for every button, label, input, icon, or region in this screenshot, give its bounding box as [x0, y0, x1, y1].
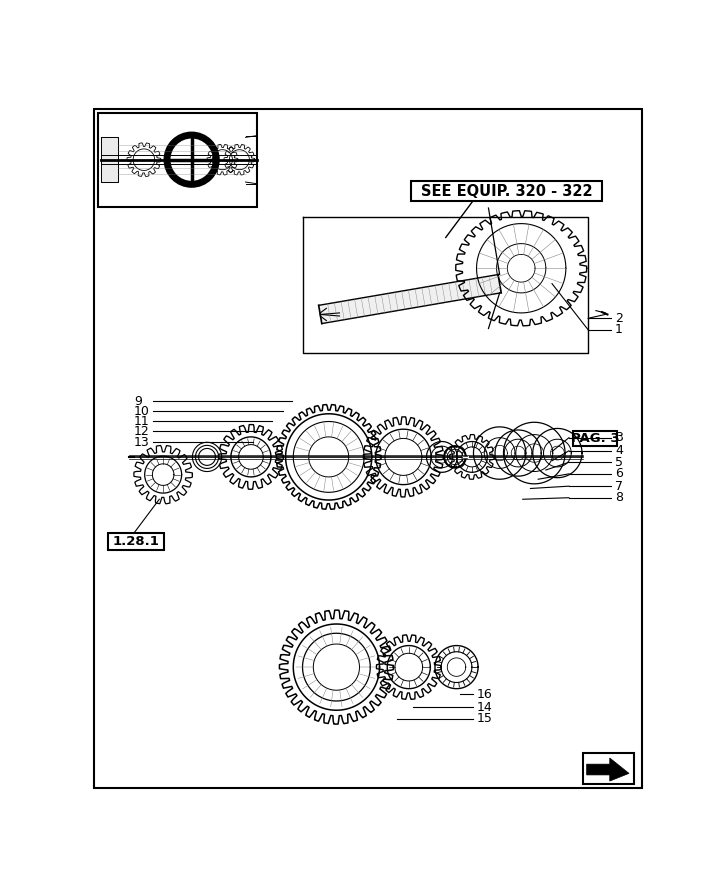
Text: 4: 4: [615, 444, 623, 457]
Text: 3: 3: [615, 432, 623, 444]
Text: SEE EQUIP. 320 - 322: SEE EQUIP. 320 - 322: [421, 184, 592, 199]
Bar: [411, 181, 602, 202]
Text: 10: 10: [134, 405, 150, 418]
Text: 11: 11: [134, 415, 149, 428]
Polygon shape: [587, 758, 629, 781]
Text: 16: 16: [477, 687, 493, 701]
Text: 14: 14: [477, 701, 493, 714]
Text: 1: 1: [615, 323, 623, 337]
Text: 2: 2: [615, 312, 623, 325]
Bar: [98, 113, 257, 207]
Text: 7: 7: [615, 480, 623, 493]
Text: 9: 9: [134, 395, 141, 408]
Bar: [583, 753, 633, 784]
Text: 13: 13: [134, 436, 149, 448]
Polygon shape: [319, 274, 501, 323]
Text: 8: 8: [615, 491, 623, 504]
Text: 15: 15: [477, 712, 493, 725]
Text: 6: 6: [615, 467, 623, 480]
Text: 5: 5: [615, 456, 623, 469]
Text: 1.28.1: 1.28.1: [113, 535, 159, 548]
Text: 12: 12: [134, 425, 149, 438]
Bar: [108, 533, 164, 550]
Bar: [573, 431, 617, 446]
Text: PAG. 3: PAG. 3: [571, 432, 620, 445]
